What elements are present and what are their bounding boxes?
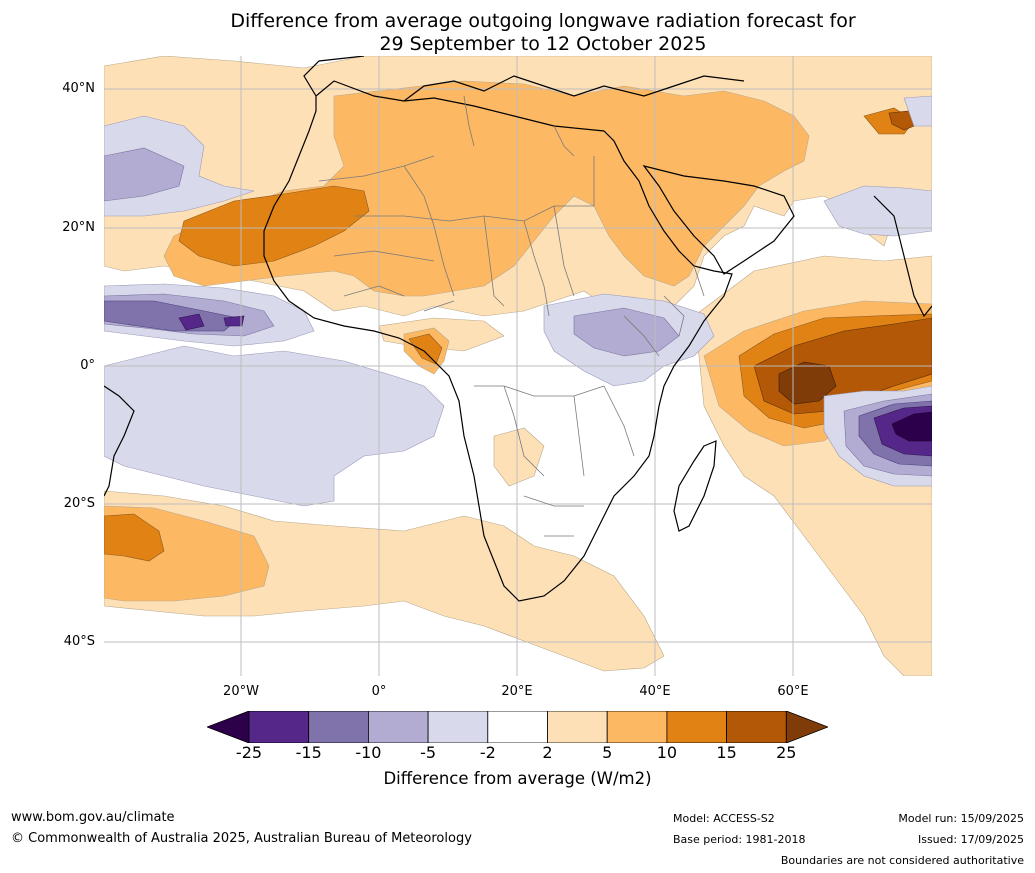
coastlines bbox=[104, 56, 932, 602]
anomaly-fill-below-minus-25 bbox=[891, 411, 932, 442]
colorbar-tick-label: 25 bbox=[776, 743, 797, 762]
lon-label-20e: 20°E bbox=[501, 684, 533, 699]
africa-coastline bbox=[263, 80, 733, 602]
lat-label-0: 0° bbox=[80, 358, 95, 373]
colorbar-tick-label: -25 bbox=[235, 743, 263, 762]
lon-label-0: 0° bbox=[371, 684, 387, 699]
colorbar-tick-label: -2 bbox=[479, 743, 496, 762]
india-coastline bbox=[873, 195, 932, 318]
colorbar-tick-label: 2 bbox=[542, 743, 553, 762]
graticule bbox=[104, 56, 932, 676]
madagascar-coastline bbox=[673, 440, 717, 532]
footer-model: Model: ACCESS-S2 bbox=[673, 812, 775, 825]
colorbar-cell bbox=[487, 711, 548, 743]
footer-disclaimer: Boundaries are not considered authoritat… bbox=[780, 854, 1024, 867]
colorbar-extension-high bbox=[785, 711, 828, 743]
lat-label-20s: 20°S bbox=[63, 496, 95, 511]
lat-label-20n: 20°N bbox=[62, 220, 95, 235]
colorbar-extension-low bbox=[207, 711, 250, 743]
arabia-coastline bbox=[642, 165, 795, 275]
map-title: Difference from average outgoing longwav… bbox=[0, 10, 1035, 56]
colorbar bbox=[207, 711, 828, 743]
colorbar-tick-label: 5 bbox=[602, 743, 613, 762]
lon-label-20w: 20°W bbox=[223, 684, 259, 699]
colorbar-cell bbox=[666, 711, 727, 743]
colorbar-label: Difference from average (W/m2) bbox=[383, 769, 652, 788]
colorbar-cell bbox=[547, 711, 608, 743]
footer-copyright: © Commonwealth of Australia 2025, Austra… bbox=[11, 831, 472, 846]
europe-coastline bbox=[303, 56, 745, 102]
colorbar-cell bbox=[427, 711, 489, 743]
colorbar-cell bbox=[248, 711, 310, 743]
colorbar-cell bbox=[367, 711, 429, 743]
south-america-coastline bbox=[104, 385, 135, 497]
colorbar-cell bbox=[308, 711, 369, 743]
colorbar-cell bbox=[606, 711, 668, 743]
colorbar-cell bbox=[726, 711, 787, 743]
colorbar-tick-label: -10 bbox=[355, 743, 382, 762]
title-line-1: Difference from average outgoing longwav… bbox=[230, 10, 856, 32]
colorbar-tick-label: 15 bbox=[716, 743, 737, 762]
footer-base-period: Base period: 1981-2018 bbox=[673, 833, 806, 846]
footer-issued: Issued: 17/09/2025 bbox=[917, 833, 1024, 846]
map-panel bbox=[104, 56, 932, 676]
lat-label-40s: 40°S bbox=[63, 634, 95, 649]
footer-website: www.bom.gov.au/climate bbox=[11, 810, 175, 825]
lat-label-40n: 40°N bbox=[62, 81, 95, 96]
lon-label-60e: 60°E bbox=[777, 684, 809, 699]
colorbar-tick-label: -5 bbox=[420, 743, 437, 762]
lon-label-40e: 40°E bbox=[639, 684, 671, 699]
title-line-2: 29 September to 12 October 2025 bbox=[379, 33, 707, 55]
colorbar-tick-label: -15 bbox=[295, 743, 322, 762]
colorbar-tick-label: 10 bbox=[656, 743, 678, 762]
footer-model-run: Model run: 15/09/2025 bbox=[898, 812, 1024, 825]
olr-anomaly-map bbox=[104, 56, 932, 676]
country-borders bbox=[318, 95, 705, 537]
